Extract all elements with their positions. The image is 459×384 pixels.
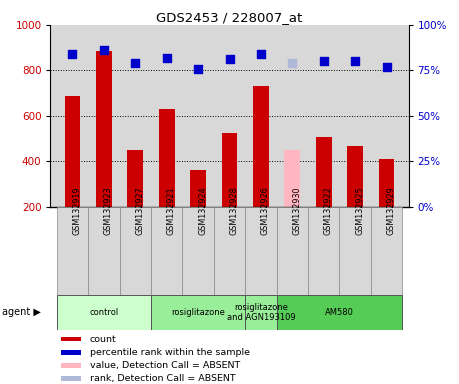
Bar	[61, 363, 81, 367]
Point	[289, 60, 296, 66]
Point	[163, 55, 170, 61]
Point	[132, 60, 139, 66]
Bar	[57, 295, 151, 329]
Text: count: count	[90, 334, 117, 344]
Bar	[214, 207, 245, 295]
Text: percentile rank within the sample: percentile rank within the sample	[90, 348, 250, 357]
Bar	[277, 295, 402, 329]
Text: agent ▶: agent ▶	[2, 308, 41, 318]
Bar	[190, 170, 206, 207]
Text: GSM132925: GSM132925	[355, 187, 364, 235]
Bar	[65, 96, 80, 207]
Text: GSM132928: GSM132928	[230, 187, 239, 235]
Text: GSM132924: GSM132924	[198, 187, 207, 235]
Text: GSM132926: GSM132926	[261, 187, 270, 235]
Bar	[120, 207, 151, 295]
Bar	[88, 207, 120, 295]
Text: GSM132922: GSM132922	[324, 187, 333, 235]
Text: rosiglitazone: rosiglitazone	[171, 308, 225, 317]
Point	[352, 58, 359, 65]
Text: rank, Detection Call = ABSENT: rank, Detection Call = ABSENT	[90, 374, 235, 383]
Point	[257, 51, 264, 57]
Bar	[339, 207, 371, 295]
Bar	[253, 86, 269, 207]
Text: GSM132921: GSM132921	[167, 187, 176, 235]
Text: value, Detection Call = ABSENT: value, Detection Call = ABSENT	[90, 361, 240, 370]
Text: GSM132923: GSM132923	[104, 187, 113, 235]
Point	[100, 47, 107, 53]
Text: GSM132927: GSM132927	[135, 187, 144, 235]
Bar	[316, 137, 331, 207]
Bar	[222, 133, 237, 207]
Point	[69, 51, 76, 57]
Bar	[379, 159, 394, 207]
Bar	[151, 295, 245, 329]
Text: GSM132919: GSM132919	[73, 187, 82, 235]
Bar	[128, 150, 143, 207]
Text: AM580: AM580	[325, 308, 354, 317]
Bar	[347, 146, 363, 207]
Bar	[371, 207, 402, 295]
Bar	[151, 207, 182, 295]
Bar	[61, 337, 81, 341]
Bar	[61, 376, 81, 381]
Bar	[285, 150, 300, 207]
Bar	[308, 207, 339, 295]
Point	[383, 64, 390, 70]
Title: GDS2453 / 228007_at: GDS2453 / 228007_at	[157, 11, 302, 24]
Bar	[96, 51, 112, 207]
Bar	[57, 207, 88, 295]
Text: GSM132930: GSM132930	[292, 187, 301, 235]
Bar	[245, 295, 277, 329]
Point	[226, 56, 233, 63]
Bar	[182, 207, 214, 295]
Bar	[159, 109, 174, 207]
Bar	[277, 207, 308, 295]
Text: control: control	[89, 308, 118, 317]
Point	[320, 58, 327, 65]
Bar	[245, 207, 277, 295]
Text: GSM132929: GSM132929	[386, 187, 396, 235]
Bar	[61, 350, 81, 354]
Text: rosiglitazone
and AGN193109: rosiglitazone and AGN193109	[227, 303, 295, 322]
Point	[195, 65, 202, 71]
